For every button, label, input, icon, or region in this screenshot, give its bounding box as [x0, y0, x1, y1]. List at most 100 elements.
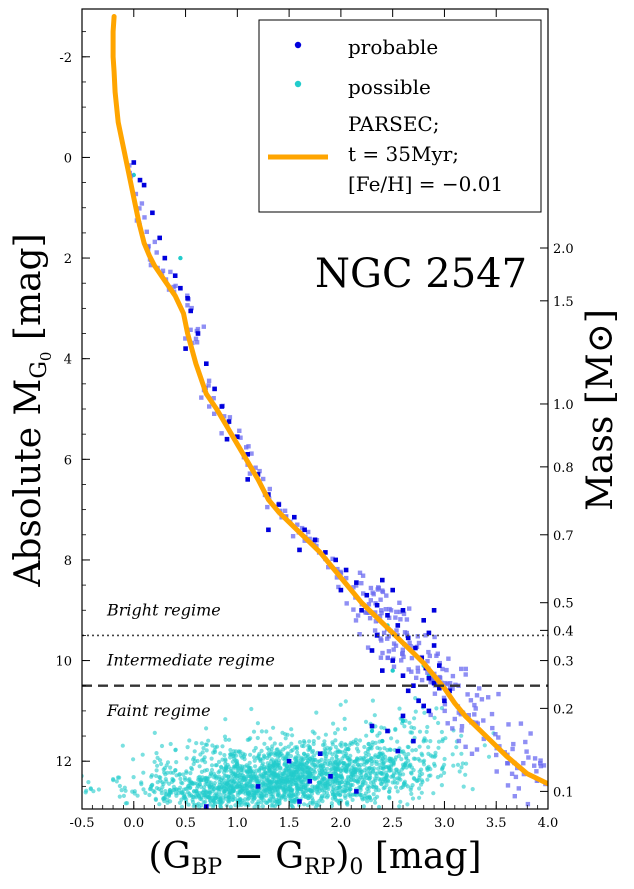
- possible-point: [400, 718, 406, 724]
- possible-point: [346, 776, 351, 781]
- possible-point: [284, 775, 289, 780]
- member-point: [351, 585, 356, 590]
- possible-point: [222, 734, 228, 739]
- member-point: [247, 471, 253, 476]
- possible-point: [143, 790, 148, 796]
- probable-point: [312, 537, 318, 543]
- possible-point: [439, 729, 444, 735]
- possible-point: [333, 750, 338, 755]
- probable-point: [157, 235, 162, 241]
- probable-point: [245, 452, 250, 457]
- probable-point: [411, 683, 416, 688]
- probable-point: [276, 502, 282, 507]
- possible-point: [343, 789, 348, 794]
- member-point: [206, 383, 211, 388]
- possible-point: [340, 775, 345, 780]
- regime-label: Intermediate regime: [106, 651, 275, 670]
- possible-point: [226, 799, 232, 804]
- possible-point: [74, 777, 78, 781]
- member-point: [160, 268, 166, 273]
- probable-point: [369, 723, 375, 729]
- possible-point: [177, 800, 182, 805]
- possible-point: [450, 752, 455, 757]
- possible-point: [220, 744, 225, 749]
- possible-point: [351, 739, 356, 744]
- possible-point: [393, 785, 399, 790]
- possible-point: [276, 791, 281, 796]
- possible-point: [249, 769, 254, 774]
- member-point: [222, 414, 227, 419]
- member-point: [299, 525, 305, 531]
- possible-point: [395, 739, 400, 744]
- possible-point: [260, 774, 266, 780]
- possible-point: [152, 730, 157, 736]
- possible-point: [482, 743, 487, 748]
- possible-point: [323, 732, 328, 737]
- possible-point: [325, 745, 330, 751]
- possible-point: [204, 779, 209, 784]
- x-tick-label: 4.0: [538, 816, 559, 831]
- member-point: [486, 695, 491, 700]
- y-tick-label: 10: [55, 655, 72, 670]
- possible-point: [247, 792, 252, 798]
- possible-point: [407, 764, 412, 769]
- member-point: [335, 566, 340, 572]
- possible-point: [210, 743, 215, 748]
- possible-point: [296, 763, 301, 768]
- possible-point: [215, 787, 221, 792]
- possible-point: [91, 789, 96, 794]
- possible-point: [417, 795, 422, 800]
- possible-point: [220, 782, 226, 787]
- x-tick-label: 1.5: [279, 816, 300, 831]
- member-point: [386, 649, 392, 654]
- possible-point: [412, 716, 417, 721]
- member-point: [447, 685, 453, 691]
- possible-point: [199, 784, 204, 790]
- member-point: [357, 632, 362, 637]
- possible-point: [300, 766, 305, 771]
- possible-point: [251, 783, 256, 788]
- possible-point: [387, 786, 392, 791]
- possible-point: [186, 783, 191, 789]
- possible-point: [191, 804, 196, 809]
- member-point: [375, 587, 380, 592]
- member-point: [361, 591, 366, 596]
- possible-point: [362, 744, 367, 750]
- member-point: [379, 610, 384, 616]
- possible-point: [199, 741, 204, 746]
- possible-point: [121, 793, 126, 799]
- probable-point: [437, 685, 442, 691]
- possible-point: [253, 745, 258, 751]
- possible-point: [391, 760, 396, 765]
- member-point: [201, 324, 206, 329]
- possible-point: [208, 802, 213, 807]
- member-point: [353, 618, 359, 623]
- possible-point: [332, 788, 337, 793]
- possible-point: [419, 767, 424, 772]
- possible-point: [440, 737, 445, 742]
- probable-point: [437, 663, 442, 668]
- possible-point: [367, 765, 372, 770]
- possible-point: [324, 790, 330, 796]
- mass-tick-label: 0.2: [553, 702, 574, 717]
- possible-point: [336, 758, 341, 763]
- member-point: [450, 686, 455, 691]
- possible-point: [373, 753, 378, 758]
- possible-point: [382, 746, 387, 751]
- possible-point: [242, 764, 247, 769]
- possible-point: [401, 765, 406, 771]
- possible-point: [68, 774, 72, 778]
- possible-point: [223, 737, 228, 742]
- possible-point: [212, 748, 217, 753]
- possible-point: [362, 762, 367, 767]
- probable-point: [266, 527, 271, 533]
- member-point: [489, 711, 495, 717]
- possible-point: [373, 788, 378, 793]
- probable-point: [395, 623, 401, 628]
- possible-point: [117, 783, 122, 789]
- possible-point: [184, 770, 189, 775]
- possible-point: [252, 805, 257, 809]
- member-point: [526, 755, 531, 760]
- possible-point: [486, 754, 492, 759]
- member-point: [409, 655, 415, 661]
